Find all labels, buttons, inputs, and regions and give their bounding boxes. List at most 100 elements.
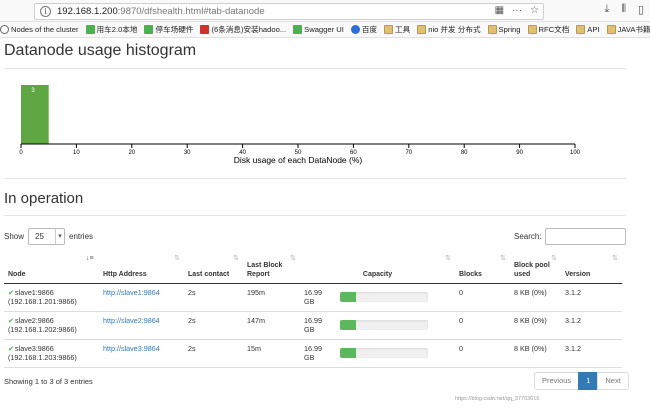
table-info: Showing 1 to 3 of 3 entries — [4, 377, 93, 386]
x-tick-label: 70 — [405, 150, 412, 156]
node-ip: (192.168.1.203:9866) — [8, 353, 77, 362]
capacity-value: 16.99 GB — [304, 343, 322, 363]
column-header-block-pool-used[interactable]: Block pool used ⇅ — [510, 254, 561, 284]
bookmark-item[interactable]: 用车2.0本地 — [85, 24, 137, 35]
swagger-icon — [293, 25, 303, 34]
more-menu-icon[interactable]: ··· — [512, 5, 523, 16]
bookmark-item[interactable]: RFC文档 — [527, 24, 569, 35]
node-cell: ✔slave2:9866 (192.168.1.202:9866) — [4, 311, 99, 340]
sort-icon[interactable]: ⇅ — [551, 255, 557, 262]
bookmark-label: 停车场硬件 — [155, 25, 194, 34]
folder-icon — [576, 25, 586, 34]
node-ip: (192.168.1.202:9866) — [8, 325, 77, 334]
x-tick-label: 20 — [128, 150, 135, 156]
table-row: ✔slave2:9866 (192.168.1.202:9866) http://s… — [4, 311, 622, 340]
bookmark-label: Swagger UI — [304, 25, 344, 34]
capacity-cell: 16.99 GB — [300, 339, 455, 368]
http-address-link[interactable]: http://slave3:9864 — [103, 343, 160, 353]
library-icon[interactable]: ⫴ — [621, 3, 626, 15]
green-app-icon — [85, 25, 95, 34]
download-icon[interactable]: ⤓ — [604, 3, 610, 15]
sort-icon[interactable]: ↓≡ — [86, 255, 94, 262]
version-cell: 3.1.2 — [561, 283, 622, 312]
http-cell: http://slave2:9864 — [99, 311, 184, 340]
version-cell: 3.1.2 — [561, 311, 622, 340]
node-name: slave2:9866 — [15, 315, 54, 325]
last-contact-cell: 2s — [184, 311, 243, 340]
http-cell: http://slave1:9864 — [99, 283, 184, 312]
previous-button[interactable]: Previous — [534, 372, 580, 390]
bookmark-item[interactable]: JAVA书籍 — [606, 24, 650, 35]
next-button[interactable]: Next — [597, 372, 629, 390]
capacity-bar-fill — [340, 348, 356, 358]
column-header-blocks[interactable]: Blocks ⇅ — [455, 254, 510, 284]
capacity-bar — [340, 348, 428, 358]
folder-icon — [527, 25, 537, 34]
x-tick-label: 60 — [350, 150, 357, 156]
blocks-cell: 0 — [455, 339, 510, 368]
page-length-control: Show 25 ▾ entries — [4, 228, 93, 245]
block-pool-cell: 8 KB (0%) — [510, 339, 561, 368]
x-tick-label: 40 — [239, 150, 246, 156]
folder-icon — [384, 25, 394, 34]
csdn-icon — [200, 25, 210, 34]
address-bar[interactable]: i 192.168.1.200:9870/dfshealth.html#tab-… — [34, 3, 544, 20]
qr-code-icon[interactable]: ▦ — [494, 5, 505, 16]
sort-icon[interactable]: ⇅ — [500, 255, 506, 262]
http-address-link[interactable]: http://slave2:9864 — [103, 315, 160, 325]
column-header-label: Last contact — [188, 270, 230, 278]
bookmark-item[interactable]: Swagger UI — [293, 25, 344, 34]
last-report-cell: 195m — [243, 283, 300, 312]
x-tick-label: 80 — [461, 150, 468, 156]
sort-icon[interactable]: ⇅ — [445, 255, 451, 262]
browser-toolbar: i 192.168.1.200:9870/dfshealth.html#tab-… — [0, 0, 650, 22]
bookmark-item[interactable]: Spring — [487, 25, 521, 34]
histogram-title: Datanode usage histogram — [4, 42, 197, 59]
column-header-node[interactable]: Node ↓≡ — [4, 254, 99, 284]
bookmark-star-icon[interactable]: ☆ — [530, 5, 539, 16]
bookmark-item[interactable]: API — [576, 25, 600, 34]
bookmark-item[interactable]: (6条消息)安装hadoo... — [200, 24, 286, 35]
sort-icon[interactable]: ⇅ — [233, 255, 239, 262]
x-tick-label: 90 — [516, 150, 523, 156]
node-ip: (192.168.1.201:9866) — [8, 297, 77, 306]
url-text[interactable]: 192.168.1.200:9870/dfshealth.html#tab-da… — [57, 6, 265, 17]
entries-label: entries — [69, 232, 94, 241]
chevron-down-icon: ▾ — [55, 229, 64, 244]
node-cell: ✔slave1:9866 (192.168.1.201:9866) — [4, 283, 99, 312]
column-header-version[interactable]: Version ⇅ — [561, 254, 622, 284]
bookmark-item[interactable]: 停车场硬件 — [144, 24, 193, 35]
search-input[interactable] — [544, 228, 626, 245]
sidebar-icon[interactable]: ▯ — [637, 4, 644, 16]
check-icon: ✔ — [8, 315, 15, 325]
sort-icon[interactable]: ⇅ — [290, 255, 296, 262]
capacity-cell: 16.99 GB — [300, 311, 455, 340]
http-address-link[interactable]: http://slave1:9864 — [103, 287, 160, 297]
blocks-cell: 0 — [455, 311, 510, 340]
info-icon[interactable]: i — [40, 6, 51, 17]
page-1-button[interactable]: 1 — [578, 372, 599, 390]
entries-select[interactable]: 25 ▾ — [28, 228, 66, 245]
column-header-label: Block pool used — [514, 261, 550, 278]
capacity-value: 16.99 GB — [304, 287, 322, 307]
folder-icon — [417, 25, 427, 34]
sort-icon[interactable]: ⇅ — [612, 255, 618, 262]
block-pool-cell: 8 KB (0%) — [510, 283, 561, 312]
last-contact-cell: 2s — [184, 283, 243, 312]
bookmark-item[interactable]: 工具 — [384, 24, 410, 35]
column-header-http-address[interactable]: Http Address ⇅ — [99, 254, 184, 284]
sort-icon[interactable]: ⇅ — [174, 255, 180, 262]
column-header-last-block-report[interactable]: Last Block Report ⇅ — [243, 254, 300, 284]
bookmark-item[interactable]: Nodes of the cluster — [0, 25, 79, 34]
entries-value: 25 — [35, 232, 44, 241]
bookmark-item[interactable]: 百度 — [350, 24, 377, 35]
column-header-capacity[interactable]: Capacity ⇅ — [300, 254, 455, 284]
column-header-last-contact[interactable]: Last contact ⇅ — [184, 254, 243, 284]
capacity-value: 16.99 GB — [304, 315, 322, 335]
capacity-bar — [340, 292, 428, 302]
blocks-cell: 0 — [455, 283, 510, 312]
column-header-label: Version — [565, 270, 591, 278]
bookmark-item[interactable]: nio 并发 分布式 — [417, 24, 481, 35]
bookmark-label: Spring — [498, 25, 521, 34]
